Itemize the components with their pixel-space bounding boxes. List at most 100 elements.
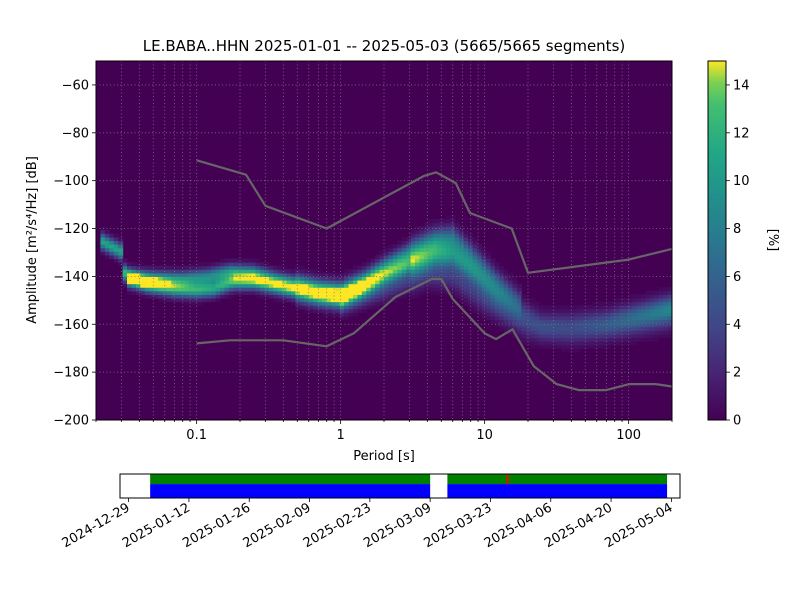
density-cell: [561, 348, 567, 353]
density-cell: [352, 269, 359, 274]
density-cell: [636, 333, 642, 339]
density-cell: [437, 218, 443, 224]
density-cell: [472, 262, 478, 267]
density-cell: [166, 290, 172, 295]
date-tick-label: 2025-05-04: [602, 500, 675, 551]
density-cell: [127, 287, 133, 292]
density-cell: [450, 236, 456, 242]
density-cell: [197, 276, 203, 281]
density-cell: [539, 319, 545, 324]
density-cell: [552, 319, 558, 324]
density-cell: [109, 244, 115, 249]
density-cell: [454, 233, 460, 238]
density-cell: [317, 290, 323, 295]
density-cell: [410, 236, 416, 242]
density-cell: [357, 297, 363, 303]
density-cell: [667, 290, 672, 295]
density-cell: [299, 294, 305, 299]
density-cell: [330, 294, 336, 299]
density-cell: [441, 287, 447, 292]
density-cell: [525, 297, 531, 303]
density-cell: [472, 276, 478, 281]
density-cell: [437, 279, 443, 285]
colorbar-tick-label: 8: [733, 222, 741, 237]
density-cell: [512, 294, 518, 299]
density-cell: [375, 272, 381, 277]
density-cell: [530, 337, 536, 342]
density-cell: [516, 305, 522, 310]
density-cell: [601, 337, 607, 342]
density-cell: [197, 272, 203, 277]
density-cell: [313, 269, 319, 274]
density-cell: [574, 341, 580, 346]
density-cell: [583, 326, 589, 331]
density-cell: [135, 269, 141, 274]
density-cell: [268, 276, 274, 281]
density-cell: [366, 258, 372, 263]
density-cell: [587, 344, 593, 349]
density-cell: [574, 308, 580, 313]
density-cell: [428, 279, 434, 285]
density-cell: [525, 308, 531, 313]
density-cell: [481, 258, 487, 263]
density-cell: [627, 319, 633, 324]
density-cell: [423, 287, 429, 292]
density-cell: [667, 301, 672, 306]
density-cell: [552, 312, 558, 317]
density-cell: [370, 265, 376, 270]
density-cell: [144, 294, 150, 299]
density-cell: [485, 305, 491, 310]
density-cell: [166, 276, 172, 281]
density-cell: [140, 262, 146, 267]
density-cell: [578, 323, 584, 328]
density-cell: [587, 312, 593, 317]
density-cell: [463, 244, 469, 249]
density-cell: [663, 294, 669, 299]
density-cell: [503, 319, 509, 324]
density-cell: [392, 254, 398, 260]
density-cell: [415, 269, 421, 274]
density-cell: [330, 297, 336, 303]
colorbar-tick-label: 6: [733, 270, 741, 285]
density-cell: [485, 272, 491, 277]
density-cell: [357, 269, 363, 274]
density-cell: [392, 251, 398, 256]
density-cell: [499, 305, 505, 310]
density-cell: [233, 269, 239, 274]
density-cell: [450, 218, 456, 224]
density-cell: [578, 333, 584, 339]
density-cell: [658, 294, 664, 299]
density-cell: [516, 330, 522, 335]
density-cell: [534, 312, 540, 317]
density-cell: [206, 283, 212, 288]
density-cell: [432, 279, 438, 285]
density-cell: [366, 265, 372, 270]
density-cell: [587, 315, 593, 321]
density-cell: [485, 269, 491, 274]
density-cell: [521, 301, 527, 306]
density-cell: [286, 272, 292, 277]
density-cell: [437, 258, 443, 263]
density-cell: [503, 315, 509, 321]
density-cell: [512, 279, 518, 285]
density-cell: [228, 269, 234, 274]
density-cell: [645, 337, 651, 342]
density-cell: [552, 344, 558, 349]
density-cell: [184, 301, 190, 306]
density-cell: [313, 283, 319, 288]
density-cell: [419, 265, 425, 270]
density-cell: [215, 269, 221, 274]
density-cell: [189, 272, 195, 277]
density-cell: [392, 258, 398, 263]
density-cell: [370, 272, 376, 277]
density-cell: [166, 265, 172, 270]
density-cell: [246, 258, 252, 263]
density-cell: [228, 258, 234, 263]
density-cell: [220, 265, 226, 270]
density-cell: [299, 269, 305, 274]
density-cell: [587, 308, 593, 313]
density-cell: [242, 269, 248, 274]
density-cell: [454, 265, 460, 270]
density-cell: [415, 254, 421, 260]
density-cell: [543, 308, 549, 313]
